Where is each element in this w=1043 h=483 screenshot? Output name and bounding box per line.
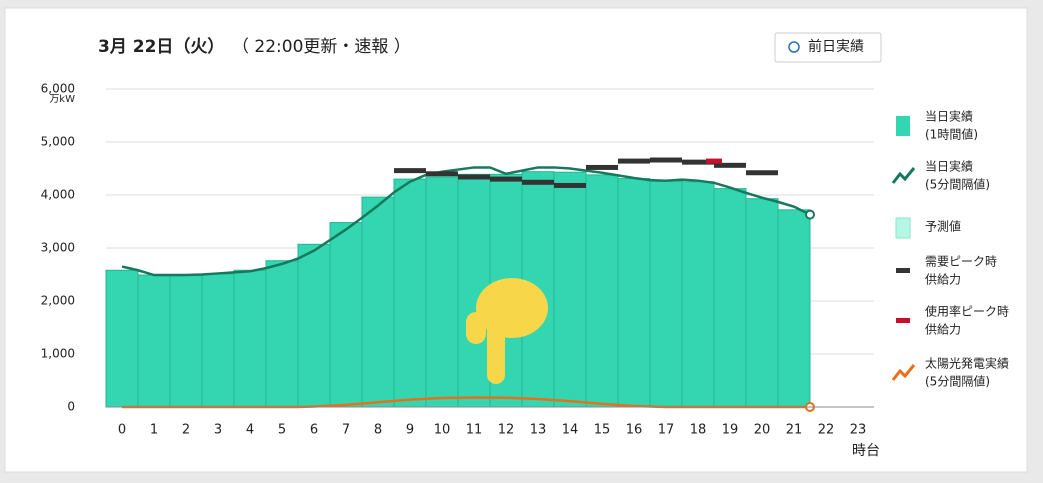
bar bbox=[233, 269, 267, 408]
bar bbox=[361, 196, 395, 408]
bar bbox=[329, 222, 363, 408]
peak-dash bbox=[490, 176, 522, 182]
peak-dash bbox=[522, 179, 554, 185]
x-tick-label: 23 bbox=[850, 423, 867, 438]
bar bbox=[105, 269, 139, 408]
peak-dash bbox=[554, 182, 586, 188]
legend-label: 供給力 bbox=[925, 273, 961, 287]
refresh-icon bbox=[788, 41, 800, 53]
x-axis-label: 時台 bbox=[852, 443, 880, 459]
x-tick-label: 8 bbox=[374, 423, 382, 438]
legend-swatch bbox=[891, 167, 916, 184]
legend-swatch bbox=[896, 268, 910, 273]
peak-dash bbox=[682, 159, 714, 165]
peak-dash bbox=[394, 168, 426, 174]
y-tick-label: 2,000 bbox=[41, 294, 75, 308]
legend-label: 太陽光発電実績 bbox=[925, 356, 1009, 371]
chart-title: 3月 22日（火） bbox=[98, 36, 224, 57]
peak-dash bbox=[618, 158, 650, 164]
x-tick-label: 13 bbox=[530, 423, 547, 438]
x-tick-label: 4 bbox=[246, 423, 254, 438]
end-marker bbox=[805, 209, 815, 220]
bar bbox=[617, 178, 651, 408]
y-tick-label: 3,000 bbox=[41, 241, 75, 255]
legend-label: 使用率ピーク時 bbox=[925, 304, 1009, 319]
x-tick-label: 16 bbox=[626, 423, 643, 438]
legend-label: 当日実績 bbox=[925, 109, 973, 124]
x-tick-label: 2 bbox=[182, 423, 190, 438]
x-tick-label: 15 bbox=[594, 423, 611, 438]
peak-dash bbox=[714, 162, 746, 168]
bar bbox=[777, 209, 811, 408]
bar bbox=[425, 176, 459, 408]
legend-swatch bbox=[896, 318, 910, 323]
y-tick-label: 0 bbox=[67, 400, 75, 414]
x-tick-label: 21 bbox=[786, 423, 803, 438]
bar bbox=[649, 180, 683, 408]
bar bbox=[297, 243, 331, 408]
legend-swatch bbox=[896, 116, 910, 136]
bar bbox=[681, 181, 715, 408]
legend-label: 当日実績 bbox=[925, 159, 973, 174]
x-tick-label: 5 bbox=[278, 423, 286, 438]
chart-subtitle: （ 22:00更新・速報 ） bbox=[232, 37, 411, 57]
y-tick-label: 4,000 bbox=[41, 188, 75, 202]
legend-label: 需要ピーク時 bbox=[925, 255, 997, 269]
legend-label: (5分間隔値) bbox=[925, 374, 990, 389]
legend-label: 予測値 bbox=[925, 219, 961, 234]
bar bbox=[169, 275, 203, 408]
peak-dash bbox=[586, 164, 618, 170]
legend-label: (5分間隔値) bbox=[925, 177, 990, 192]
peak-dash bbox=[746, 170, 778, 176]
legend-label: (1時間値) bbox=[925, 127, 978, 142]
bar bbox=[393, 178, 427, 408]
x-tick-label: 18 bbox=[690, 423, 707, 438]
y-tick-label: 1,000 bbox=[41, 347, 75, 361]
bar bbox=[201, 273, 235, 408]
x-tick-label: 10 bbox=[434, 423, 451, 438]
x-tick-label: 11 bbox=[466, 423, 483, 438]
legend-swatch bbox=[891, 364, 916, 381]
bar bbox=[745, 198, 779, 408]
x-tick-label: 17 bbox=[658, 423, 675, 438]
x-tick-label: 6 bbox=[310, 423, 318, 438]
peak-dash bbox=[650, 157, 682, 163]
x-tick-label: 1 bbox=[150, 423, 158, 438]
y-tick-label: 6,000 bbox=[41, 82, 75, 96]
peak-dash bbox=[458, 174, 490, 180]
x-tick-label: 0 bbox=[118, 423, 126, 438]
x-tick-label: 19 bbox=[722, 423, 739, 438]
y-tick-label: 5,000 bbox=[41, 135, 75, 149]
x-tick-label: 14 bbox=[562, 423, 579, 438]
line bbox=[122, 396, 810, 409]
x-tick-label: 22 bbox=[818, 423, 835, 438]
y-unit: 万kW bbox=[49, 94, 75, 105]
peak-dash bbox=[426, 171, 458, 177]
legend-swatch bbox=[895, 217, 911, 239]
legend-label: 供給力 bbox=[925, 323, 961, 337]
x-tick-label: 7 bbox=[342, 423, 350, 438]
line bbox=[121, 166, 811, 277]
x-tick-label: 20 bbox=[754, 423, 771, 438]
bar bbox=[585, 174, 619, 408]
x-tick-label: 3 bbox=[214, 423, 222, 438]
bar bbox=[265, 260, 299, 408]
prev-day-button[interactable] bbox=[774, 32, 882, 63]
peak-dash bbox=[706, 158, 722, 164]
pointer-hand bbox=[466, 278, 548, 384]
bar bbox=[713, 188, 747, 408]
bar bbox=[137, 274, 171, 408]
x-tick-label: 9 bbox=[406, 423, 414, 438]
bar bbox=[553, 171, 587, 408]
x-tick-label: 12 bbox=[498, 423, 515, 438]
button-label[interactable]: 前日実績 bbox=[808, 38, 864, 55]
